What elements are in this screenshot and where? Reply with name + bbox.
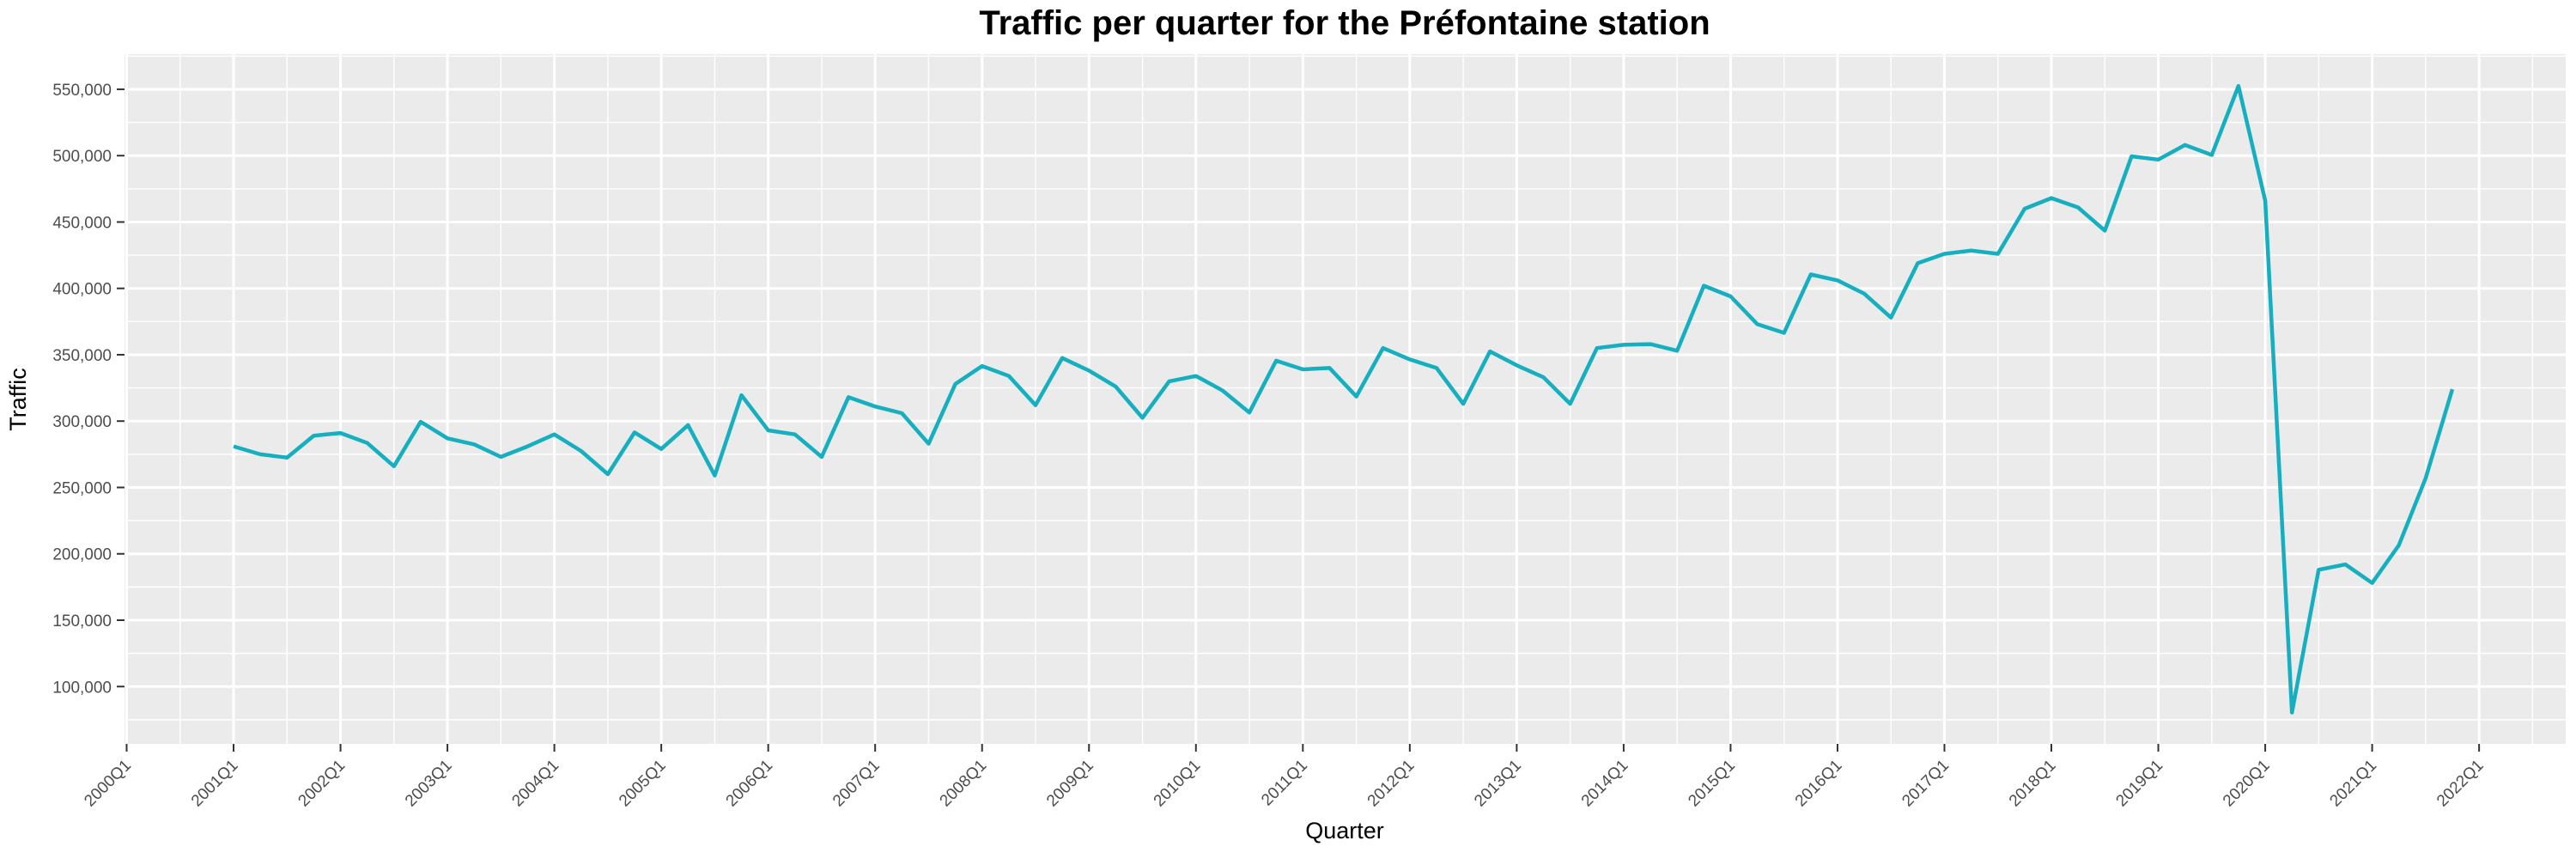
x-tick-label: 2003Q1 <box>402 757 456 811</box>
x-tick-label: 2021Q1 <box>2326 757 2380 811</box>
x-tick-label: 2020Q1 <box>2220 757 2274 811</box>
x-tick-label: 2001Q1 <box>188 757 242 811</box>
x-tick-label: 2017Q1 <box>1899 757 1953 811</box>
x-tick-label: 2016Q1 <box>1792 757 1846 811</box>
x-tick-label: 2022Q1 <box>2433 757 2488 811</box>
y-tick-label: 400,000 <box>52 281 112 299</box>
y-axis-title: Traffic <box>5 368 31 431</box>
x-tick-label: 2000Q1 <box>81 757 135 811</box>
x-tick-label: 2014Q1 <box>1578 757 1632 811</box>
x-axis-title: Quarter <box>1305 818 1384 844</box>
y-tick-label: 350,000 <box>52 347 112 365</box>
plot-panel <box>125 54 2566 744</box>
chart-title: Traffic per quarter for the Préfontaine … <box>979 4 1710 42</box>
x-tick-label: 2004Q1 <box>508 757 562 811</box>
y-tick-label: 450,000 <box>52 214 112 232</box>
x-tick-label: 2018Q1 <box>2006 757 2060 811</box>
y-tick-label: 100,000 <box>52 679 112 697</box>
x-tick-label: 2019Q1 <box>2112 757 2166 811</box>
y-tick-label: 250,000 <box>52 479 112 497</box>
x-tick-label: 2012Q1 <box>1364 757 1419 811</box>
gridlines-major <box>125 54 2566 744</box>
x-tick-label: 2013Q1 <box>1471 757 1525 811</box>
y-tick-label: 150,000 <box>52 612 112 631</box>
x-tick-label: 2015Q1 <box>1685 757 1739 811</box>
x-tick-label: 2009Q1 <box>1043 757 1097 811</box>
x-tick-label: 2002Q1 <box>295 757 349 811</box>
x-tick-label: 2007Q1 <box>829 757 884 811</box>
y-tick-label: 500,000 <box>52 148 112 166</box>
y-tick-label: 300,000 <box>52 413 112 431</box>
x-axis-tick-labels: 2000Q1 2001Q1 2002Q1 2003Q1 2004Q1 2005Q1 2006… <box>81 757 2487 811</box>
traffic-line-series <box>233 83 2455 715</box>
y-axis-tick-labels: 100,000 150,000 200,000 250,000 300,000 350,0… <box>52 82 112 697</box>
x-tick-label: 2008Q1 <box>937 757 991 811</box>
y-tick-label: 550,000 <box>52 82 112 100</box>
y-tick-label: 200,000 <box>52 546 112 564</box>
gridlines-minor <box>125 54 2566 744</box>
x-tick-label: 2011Q1 <box>1258 757 1311 810</box>
x-tick-label: 2005Q1 <box>616 757 670 811</box>
x-tick-label: 2006Q1 <box>723 757 777 811</box>
x-tick-label: 2010Q1 <box>1151 757 1205 811</box>
axis-tick-marks <box>117 88 2481 752</box>
